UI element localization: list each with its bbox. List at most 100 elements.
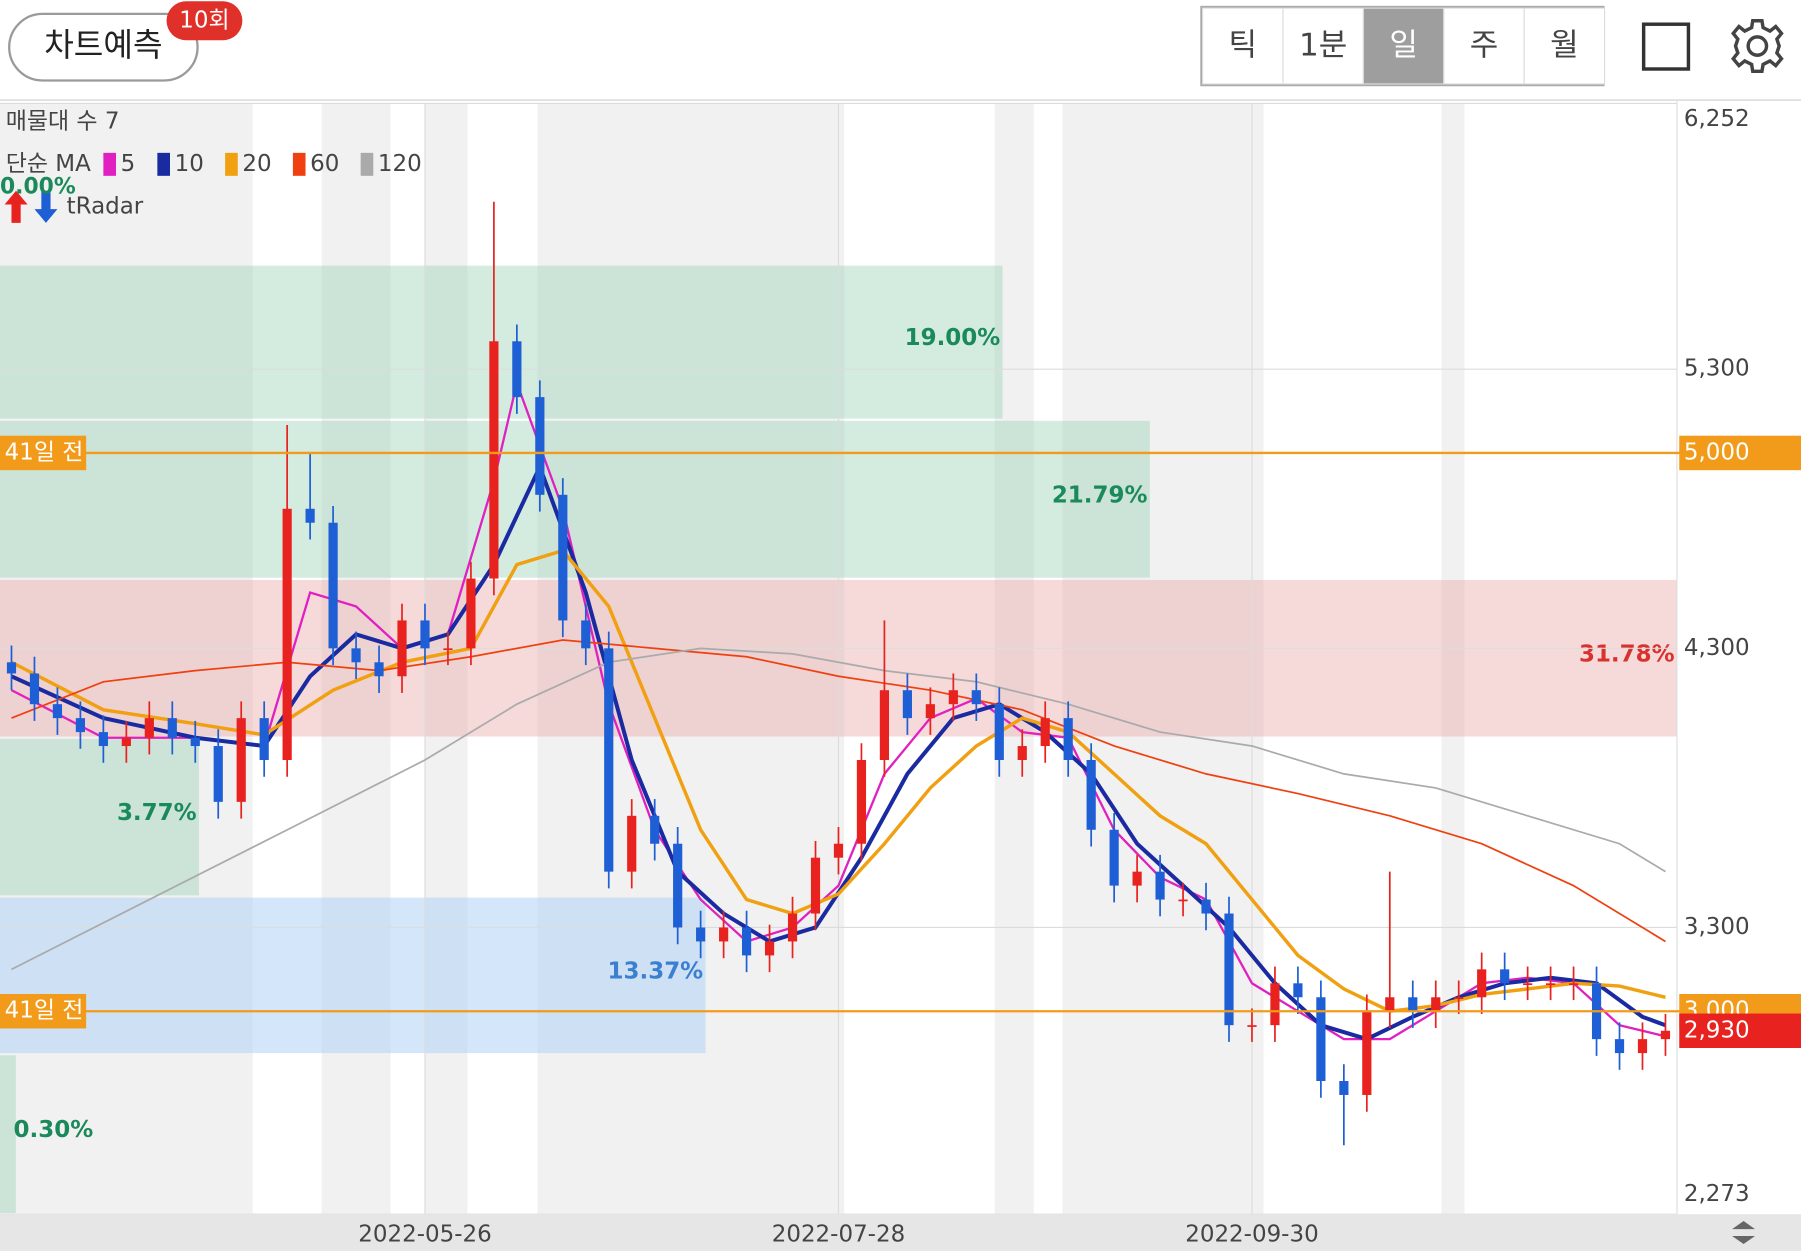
candle-body [328,522,338,649]
badge [166,1,243,41]
zone-label: 0.30% [14,1117,94,1143]
candle-body [1293,983,1303,998]
badge-label: 10회 [179,7,229,33]
candle-body [1568,983,1579,986]
candle-body [1155,871,1165,900]
candle-body [971,690,981,705]
candle-body [282,508,292,760]
y-tick-label: 5,300 [1684,356,1750,382]
y-tick-label: 2,273 [1684,1181,1750,1207]
candle-body [558,494,568,621]
candle-body [397,620,407,677]
candle-body [902,690,912,719]
legend-swatch [103,152,117,176]
fullscreen-button[interactable] [1641,22,1691,71]
period-label[interactable]: 월 [1550,28,1579,64]
period-button[interactable] [1362,7,1445,85]
period-label[interactable]: 1분 [1299,28,1347,64]
candle-body [1132,871,1142,886]
indicator-value: 0.00% [0,174,76,199]
candle-body [856,759,867,844]
scroll-icon[interactable] [1732,1221,1756,1245]
candle-body [673,843,683,928]
candle-body [1546,983,1556,986]
candle-body [925,704,935,719]
candle-body [696,927,706,942]
level-label-box [1679,435,1801,471]
y-tick-label: 6,252 [1684,106,1750,132]
period-button[interactable] [1523,7,1606,85]
candle-body [948,690,958,705]
candle-body [764,941,775,956]
predict-button[interactable] [8,12,199,82]
candle-body [1614,1039,1625,1054]
candle-body [1270,983,1280,1026]
candle-body [1523,983,1533,986]
up-arrow [4,190,28,223]
period-label[interactable]: 틱 [1229,28,1258,64]
y-tick-label: 3,300 [1684,914,1750,940]
candle-body [52,704,63,719]
indicator-label: tRadar [67,193,144,219]
candle-body [1477,969,1487,998]
candle-body [719,927,729,942]
legend-swatch [360,152,374,176]
zone-label: 19.00% [905,325,1001,351]
candle-body [535,397,545,495]
level-note: 41일 전 [5,998,84,1024]
y-tick-label: 4,300 [1684,635,1750,661]
candle-body [1224,913,1234,1026]
candle-body [1431,997,1441,1012]
legend-label: 20 [242,151,271,177]
ma-label: 단순 MA [6,151,91,177]
candle-body [305,508,315,523]
candle-body [994,704,1004,760]
period-label[interactable]: 일 [1389,28,1418,64]
candle-body [466,578,476,649]
candle-body [1247,1025,1257,1027]
legend-label: 60 [310,151,339,177]
candle-body [1454,997,1464,999]
candle-body [1637,1039,1648,1054]
candle-body [1660,1030,1671,1040]
candle-body [1178,899,1188,902]
candle-body [213,746,223,802]
zone-label: 21.79% [1052,482,1148,508]
settings-button[interactable] [1731,19,1784,74]
candle-body [489,341,499,579]
period-button[interactable] [1282,7,1364,85]
dates: 2022-05-26 2022-07-28 2022-09-30 [358,1221,1318,1247]
candle-body [1316,997,1326,1082]
period-label[interactable]: 주 [1470,28,1499,64]
legend-swatch [225,152,238,176]
candle-body [351,648,361,663]
level-note-box [0,993,87,1029]
period-button[interactable] [1202,7,1284,85]
period-button[interactable] [1443,7,1525,85]
candle-body [374,662,384,677]
candle-body [810,857,821,914]
candle-body [1500,969,1510,984]
candle-body [604,648,614,872]
zone-label: 13.37% [608,958,704,984]
candle-body [627,815,637,872]
stripe [1062,103,1264,1215]
legend-swatch [157,152,170,176]
candle-body [1385,997,1395,1012]
candle-body [581,620,591,649]
volume-zone [0,897,706,1054]
candle-body [167,718,177,738]
candle-body [1063,718,1073,760]
x-tick-label: 2022-05-26 [358,1221,491,1247]
predict-button-label[interactable]: 차트예측 [44,26,162,64]
level-label: 5,000 [1684,439,1750,465]
candle-body [1339,1081,1349,1095]
candle-body [1086,759,1096,830]
candle-body [1040,718,1050,747]
x-tick-label: 2022-07-28 [772,1221,905,1247]
stripe [994,103,1034,1215]
candle-body [650,815,660,844]
axis: 6,252 5,300 4,300 3,300 2,273 [1684,106,1750,1207]
candle-body [144,718,154,738]
